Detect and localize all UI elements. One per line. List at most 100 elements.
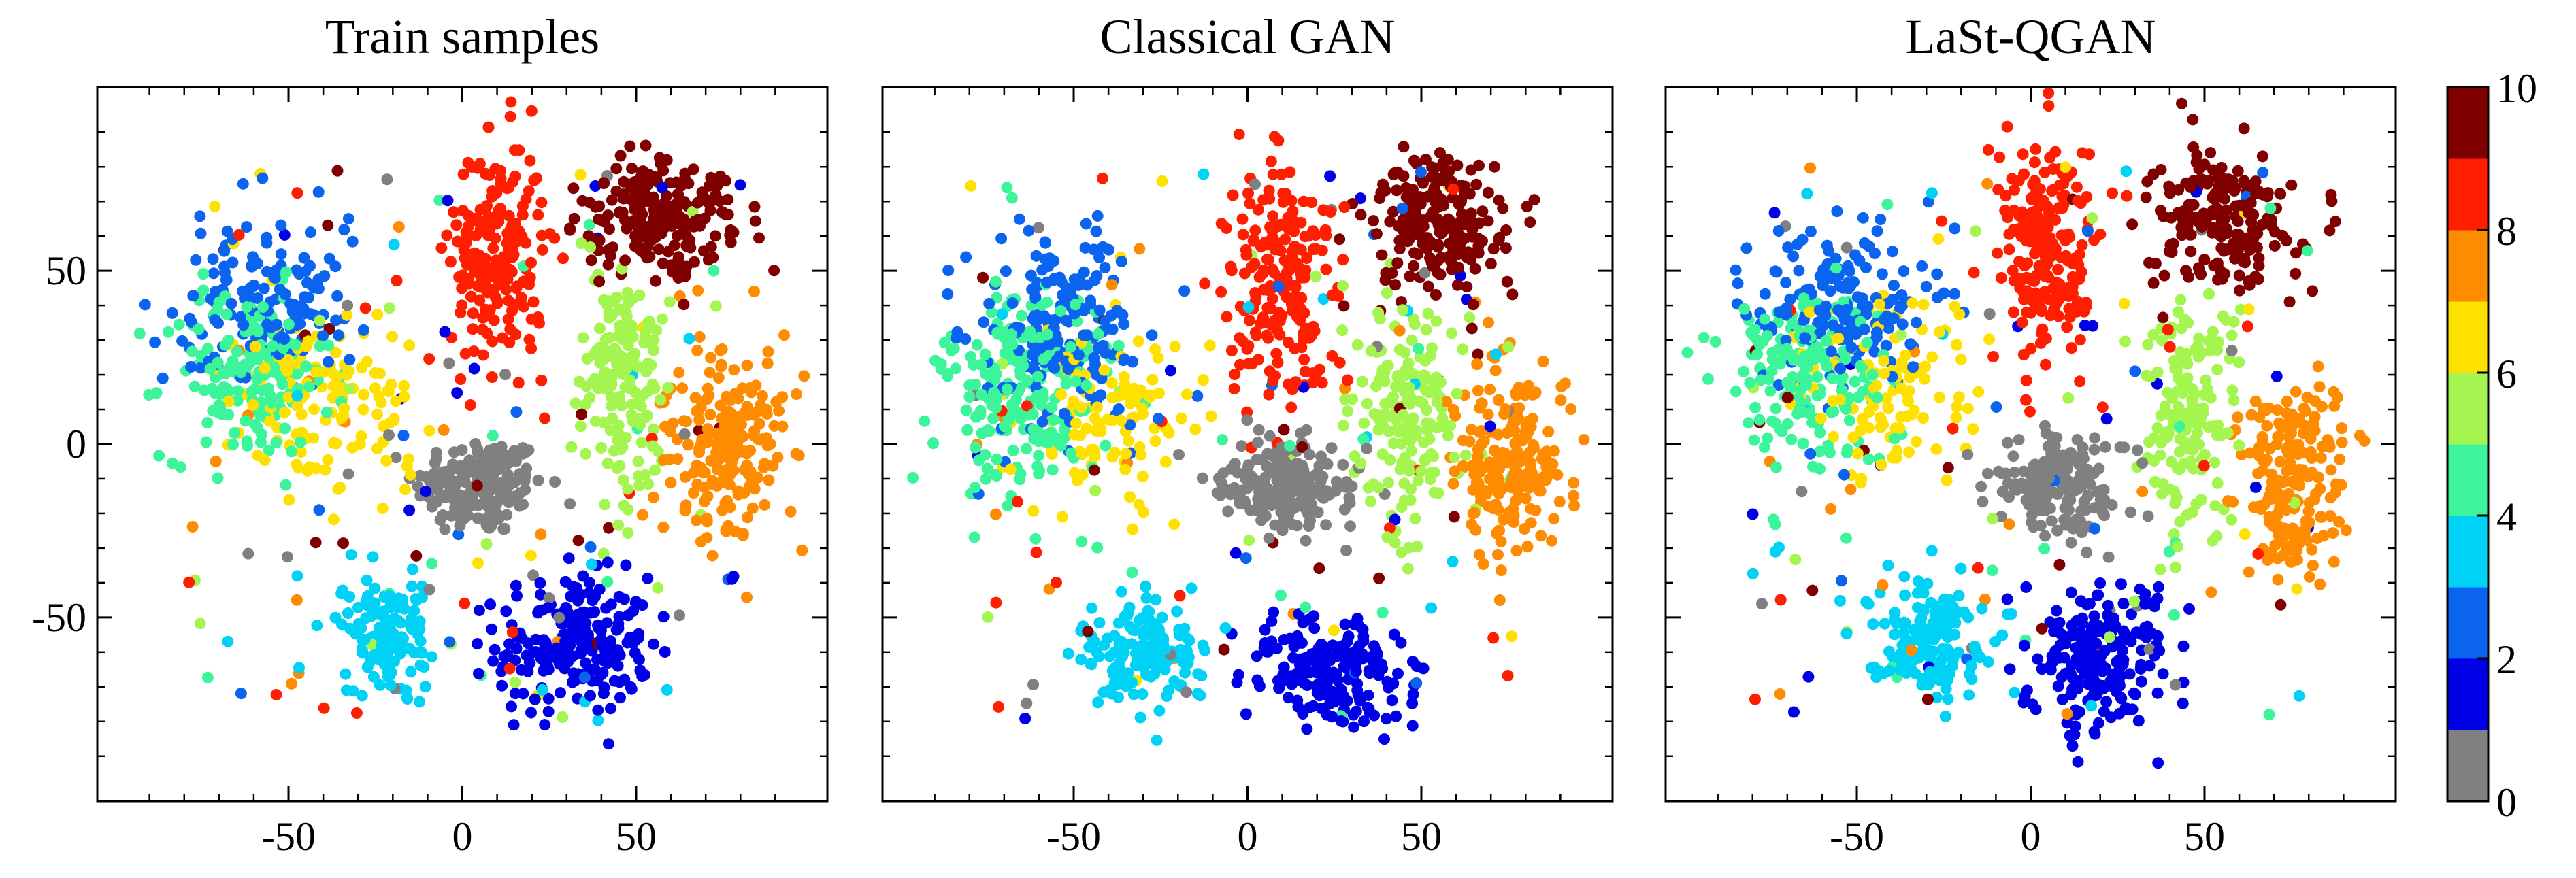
scatter-point	[1328, 696, 1340, 708]
scatter-point	[1115, 586, 1127, 598]
scatter-point	[1417, 662, 1430, 675]
scatter-point	[2043, 87, 2055, 99]
scatter-point	[327, 513, 340, 526]
scatter-point	[367, 551, 379, 563]
scatter-point	[763, 474, 775, 486]
scatter-point	[1376, 249, 1388, 261]
scatter-point	[1021, 443, 1033, 455]
scatter-point	[496, 278, 508, 290]
scatter-point	[1404, 270, 1416, 282]
scatter-point	[617, 188, 629, 201]
scatter-point	[2107, 187, 2118, 199]
scatter-point	[614, 323, 627, 335]
scatter-point	[976, 388, 988, 401]
scatter-point	[1006, 192, 1018, 204]
scatter-point	[951, 326, 963, 338]
scatter-point	[1406, 697, 1419, 709]
scatter-point	[511, 590, 523, 602]
scatter-point	[2130, 626, 2143, 639]
scatter-point	[688, 256, 700, 268]
scatter-point	[1488, 460, 1500, 472]
scatter-point	[1442, 429, 1454, 441]
scatter-point	[1749, 693, 1761, 705]
scatter-point	[1278, 516, 1290, 528]
scatter-point	[990, 401, 1002, 413]
scatter-point	[1513, 382, 1525, 394]
scatter-point	[1299, 271, 1310, 284]
scatter-point	[1342, 405, 1353, 418]
scatter-point	[2172, 306, 2184, 318]
scatter-point	[1097, 241, 1109, 253]
scatter-point	[471, 479, 483, 492]
scatter-point	[1307, 225, 1319, 237]
scatter-point	[278, 229, 291, 241]
scatter-point	[622, 483, 634, 495]
scatter-point	[620, 431, 632, 443]
scatter-point	[1136, 688, 1149, 700]
scatter-point	[709, 230, 721, 242]
scatter-point	[329, 346, 342, 358]
scatter-point	[706, 550, 719, 562]
scatter-point	[1435, 227, 1447, 239]
scatter-point	[1029, 533, 1042, 545]
scatter-point	[534, 649, 546, 661]
scatter-point	[1267, 210, 1279, 222]
scatter-point	[355, 622, 367, 634]
scatter-point	[1313, 470, 1325, 482]
scatter-point	[715, 358, 727, 371]
scatter-point	[518, 301, 530, 313]
scatter-point	[624, 140, 636, 152]
scatter-point	[2026, 698, 2038, 711]
scatter-point	[565, 618, 577, 630]
scatter-point	[535, 528, 547, 541]
scatter-point	[1540, 452, 1552, 465]
scatter-point	[1051, 577, 1062, 588]
scatter-point	[1578, 434, 1590, 445]
scatter-point	[1236, 440, 1248, 452]
scatter-point	[1351, 678, 1364, 690]
scatter-point	[1030, 546, 1042, 558]
scatter-point	[468, 362, 480, 375]
scatter-point	[212, 472, 224, 484]
scatter-point	[1093, 304, 1106, 316]
scatter-point	[514, 468, 525, 480]
scatter-point	[1134, 243, 1146, 255]
scatter-point	[635, 401, 647, 412]
scatter-point	[357, 388, 369, 401]
scatter-point	[2003, 243, 2015, 256]
scatter-point	[770, 396, 782, 408]
scatter-point	[1828, 430, 1839, 443]
scatter-point	[726, 573, 738, 585]
scatter-point	[1986, 564, 1998, 577]
scatter-point	[1091, 209, 1104, 222]
scatter-point	[679, 167, 691, 180]
scatter-point	[727, 226, 740, 239]
scatter-point	[1417, 177, 1429, 189]
scatter-point	[525, 550, 537, 562]
scatter-point	[176, 335, 188, 347]
scatter-point	[646, 440, 659, 452]
scatter-point	[1926, 187, 1938, 199]
scatter-point	[1806, 584, 1819, 596]
scatter-point	[1076, 535, 1088, 547]
scatter-point	[337, 537, 349, 550]
scatter-point	[1285, 401, 1298, 413]
scatter-point	[2174, 433, 2186, 445]
scatter-point	[1228, 383, 1240, 394]
scatter-point	[1386, 694, 1398, 707]
scatter-point	[785, 505, 797, 518]
scatter-point	[614, 676, 626, 688]
scatter-point	[989, 508, 1002, 520]
scatter-point	[459, 597, 471, 609]
scatter-point	[1140, 580, 1151, 592]
scatter-point	[1814, 426, 1826, 439]
scatter-point	[330, 314, 342, 326]
scatter-point	[251, 353, 263, 365]
scatter-point	[242, 439, 253, 452]
scatter-point	[704, 409, 716, 421]
scatter-point	[313, 504, 325, 516]
scatter-point	[1151, 734, 1163, 746]
scatter-point	[483, 215, 495, 227]
scatter-point	[2004, 663, 2016, 675]
scatter-point	[1766, 353, 1779, 365]
